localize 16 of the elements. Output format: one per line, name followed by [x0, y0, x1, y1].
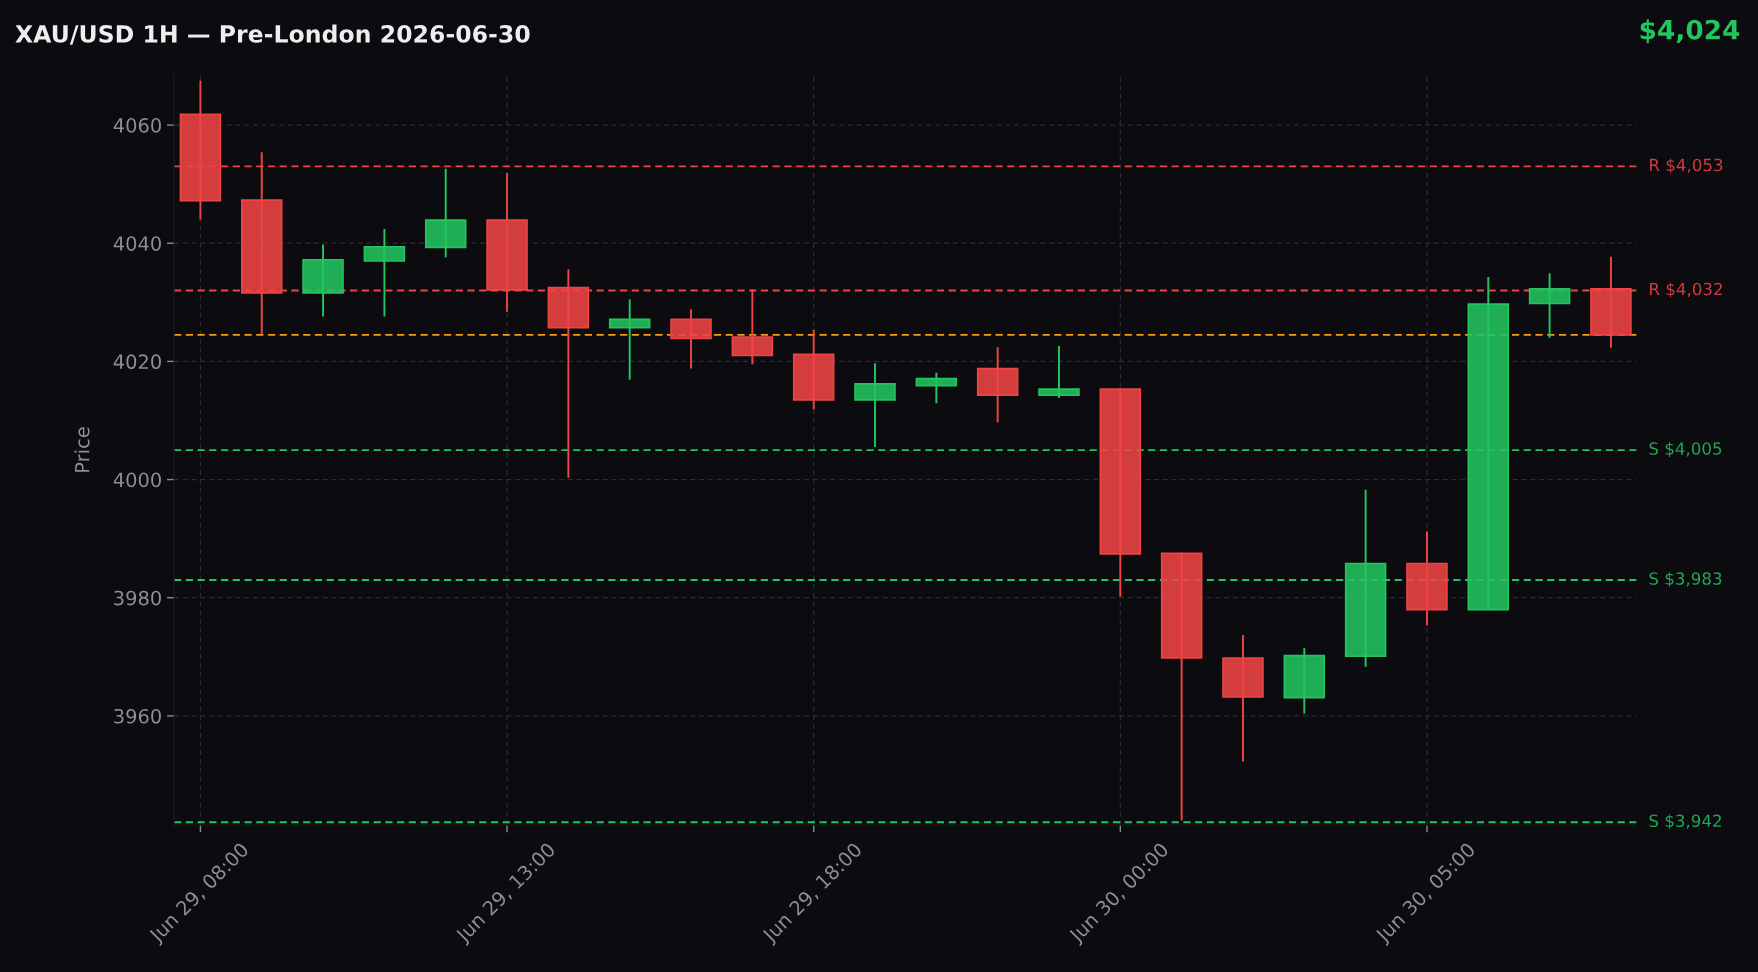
candlestick: [1038, 345, 1080, 400]
ref-line-label: S $3,983: [1649, 571, 1722, 588]
y-axis-title: Price: [74, 427, 90, 472]
chart-title: XAU/USD 1H — Pre-London 2026-06-30: [15, 24, 530, 45]
ref-line-label: S $4,005: [1649, 441, 1722, 458]
ref-line-label: S $3,942: [1649, 814, 1721, 830]
y-tick-label: 4040: [113, 236, 161, 251]
y-tick-label: 3980: [114, 590, 161, 606]
text: $4,024: [1640, 19, 1740, 44]
y-tick-label: 4060: [113, 118, 161, 133]
y-tick-label: 4020: [113, 354, 161, 370]
candlestick: [608, 298, 651, 381]
y-tick-label: 3960: [114, 708, 161, 724]
y-tick-label: 4000: [113, 472, 161, 488]
ref-line-label: R $4,032: [1650, 282, 1722, 298]
ref-line-label: R $4,053: [1650, 158, 1723, 174]
